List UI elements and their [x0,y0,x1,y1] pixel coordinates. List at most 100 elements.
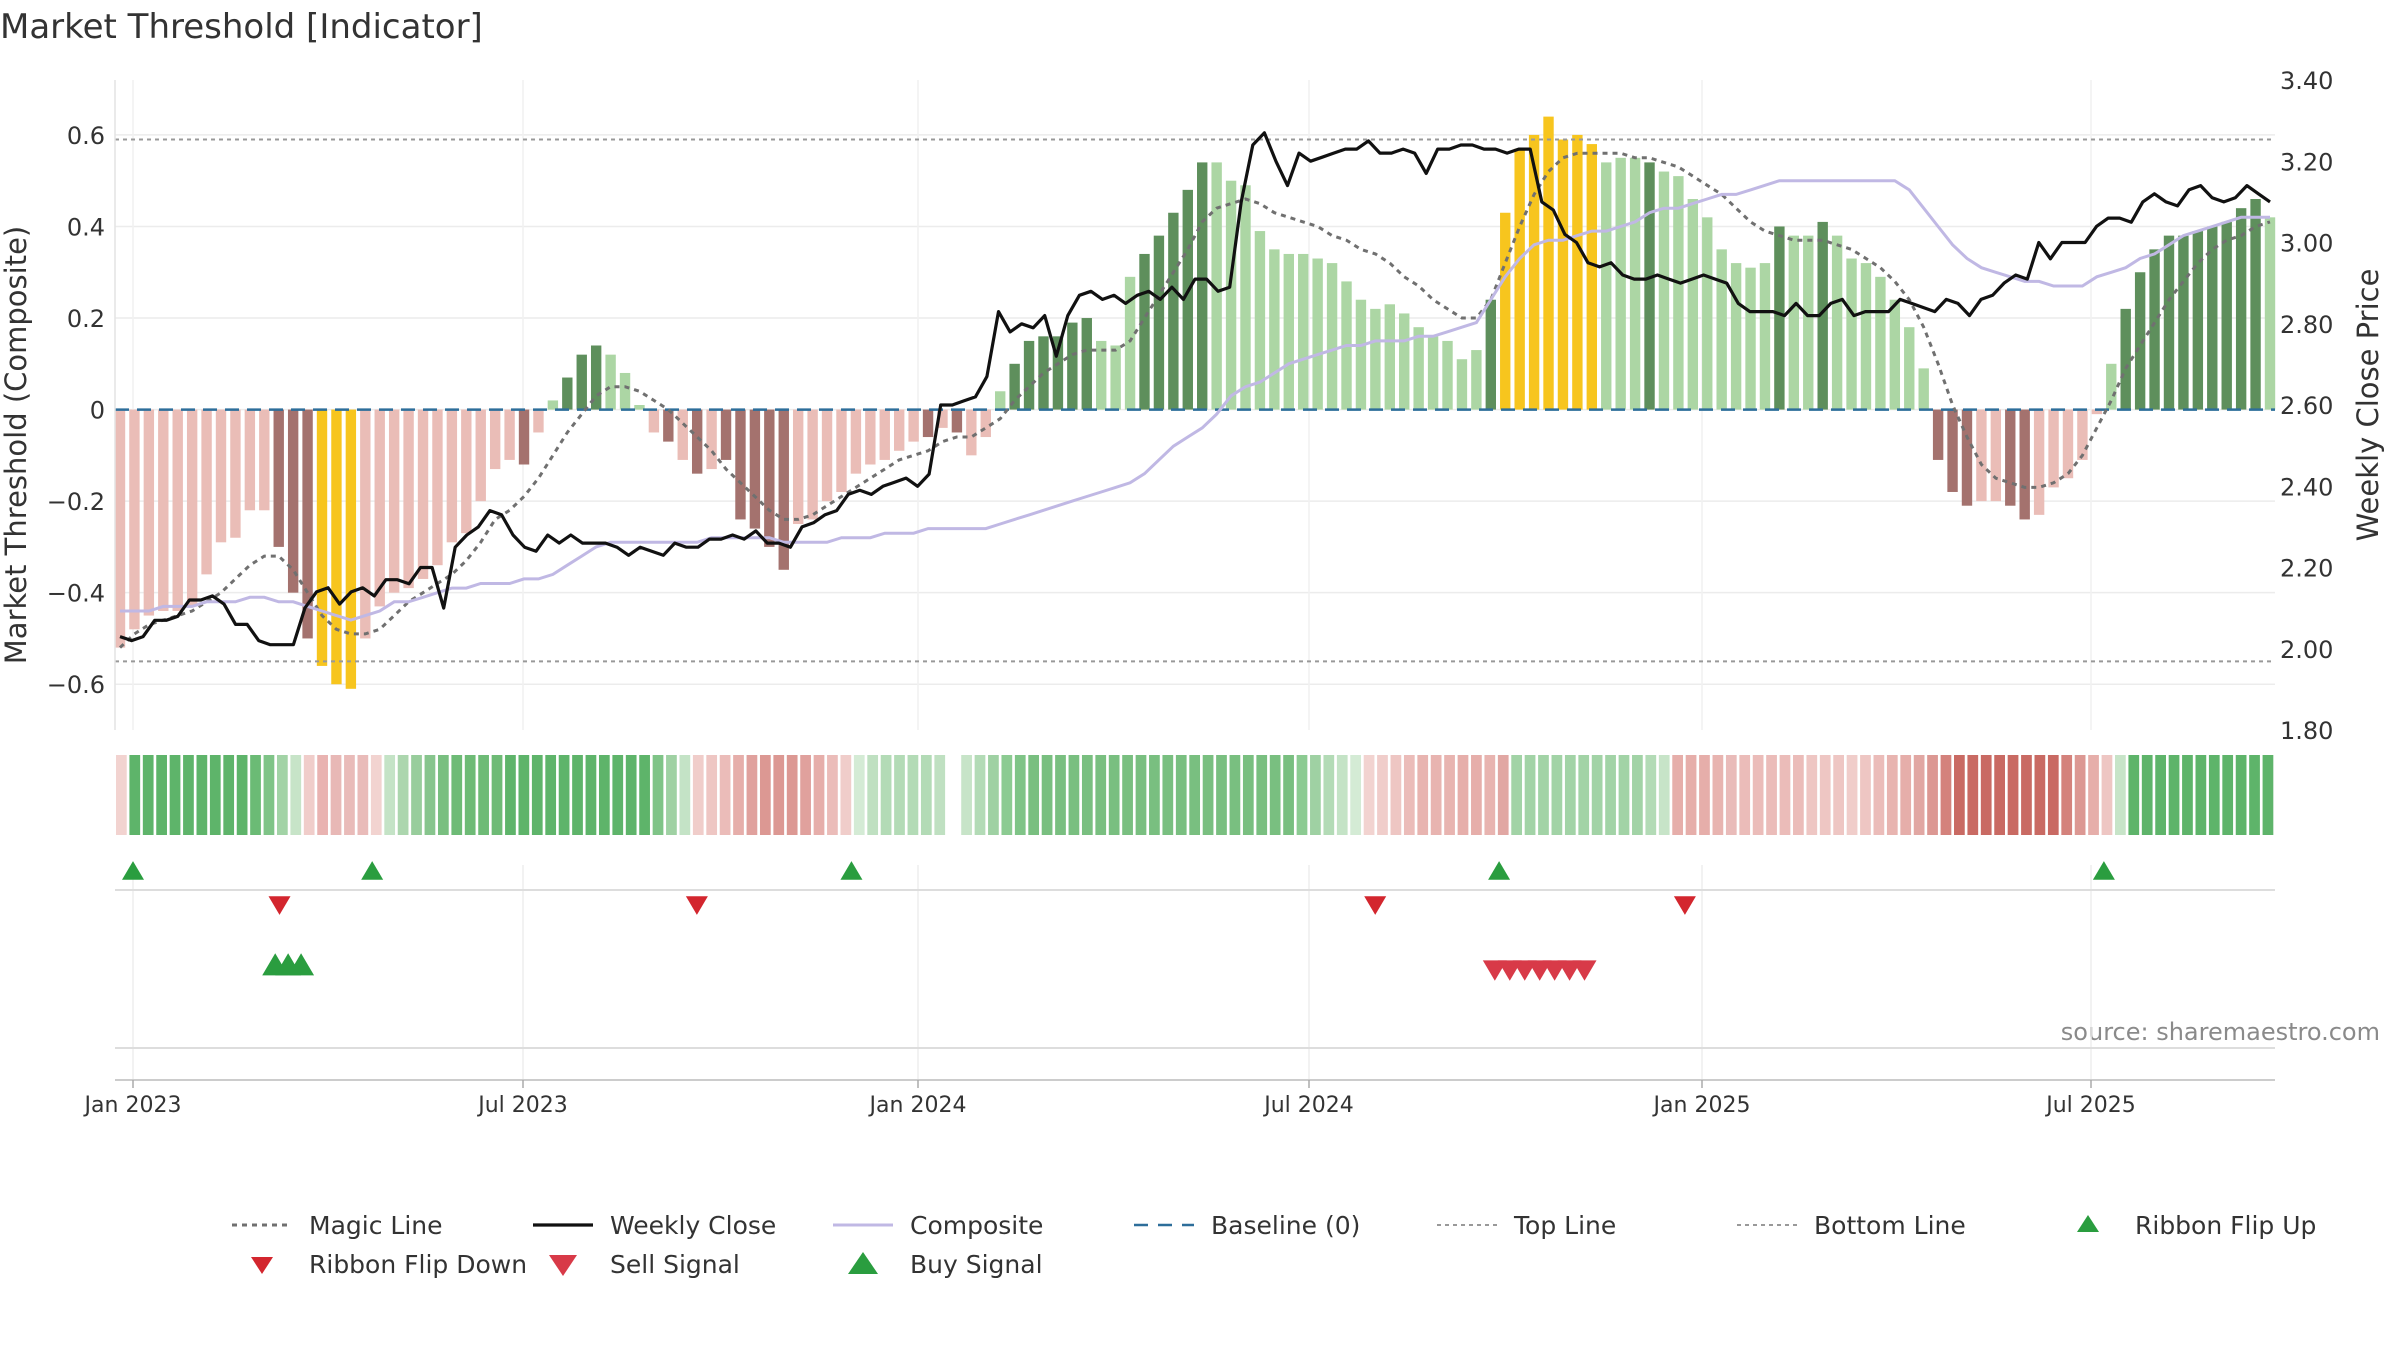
ribbon-cell [719,755,731,835]
composite-bar [2192,231,2204,410]
ribbon-cell [1927,755,1938,835]
ribbon-cell [1538,755,1549,835]
ribbon-cell [2088,755,2099,835]
composite-bar [1442,340,1453,410]
grid-lines [115,80,2275,730]
ribbon-cell [276,755,288,835]
composite-bar [2149,249,2160,410]
composite-bar [489,409,501,470]
ribbon-flip-up-marker [361,861,384,880]
buy-signal-marker [288,953,315,976]
composite-bar [677,409,688,460]
composite-bar [273,409,284,547]
y-tick-label: −0.4 [47,580,105,608]
ribbon-cell [934,755,946,835]
composite-bar [1572,134,1583,410]
composite-bar [735,409,746,520]
composite-bar [345,409,357,689]
composite-bar [1759,263,1771,410]
ribbon-cell [1001,755,1013,835]
ribbon-cell [679,755,691,835]
composite-bar [417,409,429,579]
y2-tick-label: 2.60 [2280,392,2333,420]
composite-bar [807,409,818,520]
ribbon-cell [2168,755,2180,835]
ribbon-cell [947,755,959,835]
ribbon-cell [2249,755,2260,835]
composite-bar [1774,226,1785,410]
composite-bar [850,409,862,474]
composite-bar [1730,263,1742,410]
ribbon-cell [1591,755,1603,835]
composite-bar [1644,162,1655,410]
ribbon-cell [1162,755,1174,835]
ribbon-cell [585,755,597,835]
composite-bar [475,409,486,502]
composite-bar [1312,258,1323,410]
ribbon-cell [625,755,637,835]
composite-bar [1745,267,1756,410]
composite-bar [1586,144,1598,410]
ribbon-cell [545,755,557,835]
y2-tick-label: 3.00 [2280,230,2333,258]
composite-bar [533,409,544,433]
ribbon-cell [1980,755,1992,835]
ribbon-cell [2195,755,2207,835]
ribbon-cell [920,755,932,835]
y2-tick-label: 3.40 [2280,67,2333,95]
legend-label: Sell Signal [610,1250,740,1279]
legend-label: Magic Line [309,1211,443,1240]
y-tick-label: 0.2 [67,305,105,333]
composite-bar [691,409,703,474]
ribbon-cell [1229,755,1241,835]
composite-bar [1947,409,1958,492]
composite-bar [230,409,241,538]
ribbon-flip-down-marker [1673,896,1696,915]
ribbon-cell [786,755,798,835]
composite-bar [2178,235,2189,410]
ribbon-cell [1752,755,1764,835]
composite-bar [2062,409,2074,479]
ribbon-cell [907,755,919,835]
composite-bar [2048,409,2059,488]
composite-bar [1543,116,1554,410]
ribbon-cell [773,755,785,835]
composite-bar [143,409,155,616]
legend-label: Buy Signal [910,1250,1043,1279]
ribbon-cell [1055,755,1066,835]
y-tick-label: −0.2 [47,488,105,516]
ribbon-cell [1725,755,1737,835]
ribbon-cell [1014,755,1026,835]
ribbon-cell [1403,755,1415,835]
composite-bars [114,116,2276,689]
ribbon-cell [1390,755,1402,835]
ribbon-cell [1672,755,1684,835]
ribbon-flip-up-marker [1488,861,1511,880]
ribbon-flip-up-marker [840,861,863,880]
ribbon-cell [1819,755,1831,835]
ribbon-cell [317,755,328,835]
composite-bar [720,409,732,460]
ribbon-cell [974,755,986,835]
ribbon-cell [1779,755,1791,835]
y2-tick-label: 2.20 [2280,555,2333,583]
ribbon-cell [1632,755,1643,835]
composite-bar [446,409,458,543]
composite-bar [1875,276,1886,410]
legend: Magic Line Weekly Close Composite Baseline … [232,1211,2316,1279]
composite-bar [1197,162,1208,410]
ribbon-cell [1645,755,1657,835]
sell-signal-marker [1572,960,1597,981]
composite-bar [360,409,371,639]
ribbon-cell [1323,755,1335,835]
composite-bar [1168,212,1179,410]
source-note: source: sharemaestro.com [2061,1018,2380,1046]
composite-bar [2235,208,2247,410]
ribbon-flip-up-marker [122,861,144,880]
signal-markers [115,861,2275,1080]
ribbon-cell [303,755,315,835]
ribbon-cell [397,755,409,835]
ribbon-cell [1350,755,1362,835]
composite-bar [1384,304,1395,410]
composite-bar [764,409,775,547]
